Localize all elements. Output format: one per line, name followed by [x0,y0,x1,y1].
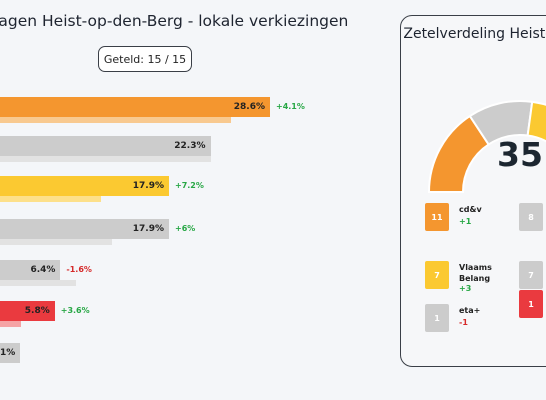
percentage-label: 22.3% [174,141,206,151]
party-seat-tile: 1 [519,290,543,318]
party-bar-row: 28.6% +4.1% [0,97,400,125]
total-seats: 35 [497,135,543,174]
percentage-label: 17.9% [132,224,164,234]
seat-panel-title: Zetelverdeling Heist-op-den-Berg [403,26,546,42]
seat-distribution-panel: Zetelverdeling Heist-op-den-Berg 35 11cd… [400,15,546,367]
current-result-bar [0,260,61,280]
percentage-label: 5.8% [24,306,50,316]
change-label: -1.6% [66,265,92,274]
change-label: +6% [174,224,196,233]
party-seat-tile: 1 [425,304,449,332]
party-bar-row: 1% [0,343,400,371]
party-name: cd&v [459,205,482,214]
percentage-label: 6.4% [30,265,56,275]
current-result-bar [0,97,270,117]
percentage-label: 17.9% [132,181,164,191]
party-seat-tile: 7 [519,261,543,289]
current-result-bar [0,301,55,321]
current-result-bar [0,136,211,156]
current-result-bar [0,343,20,363]
page-title: slagen Heist-op-den-Berg - lokale verkie… [0,12,349,30]
party-seat-tile: 8 [519,203,543,231]
party-seat-tile: 7 [425,261,449,289]
seat-change: +1 [459,217,472,226]
current-result-bar [0,219,169,239]
seat-gauge [427,100,546,193]
change-label: +7.2% [174,181,204,190]
current-result-bar [0,176,169,196]
change-label: +4.1% [276,102,305,111]
previous-result-bar [0,196,101,202]
previous-result-bar [0,239,113,245]
party-name: Vlaams Belang [459,263,492,283]
previous-result-bar [0,117,232,123]
party-bar-row: 22.3% [0,136,400,164]
party-name: eta+ [459,306,481,315]
seat-change: -1 [459,318,468,327]
seat-change: +3 [459,284,472,293]
change-label: +3.6% [60,306,90,315]
party-seat-tile: 11 [425,203,449,231]
previous-result-bar [0,321,21,327]
percentage-label: 1% [0,348,16,358]
percentage-label: 28.6% [233,102,265,112]
party-bar-row: 6.4% -1.6% [0,260,400,288]
party-bar-row: 17.9% +7.2% [0,176,400,204]
party-bar-row: 17.9% +6% [0,219,400,247]
previous-result-bar [0,156,211,162]
party-bar-row: 5.8% +3.6% [0,301,400,329]
previous-result-bar [0,280,76,286]
gauge-segment [526,100,546,143]
counted-badge: Geteld: 15 / 15 [98,46,192,72]
